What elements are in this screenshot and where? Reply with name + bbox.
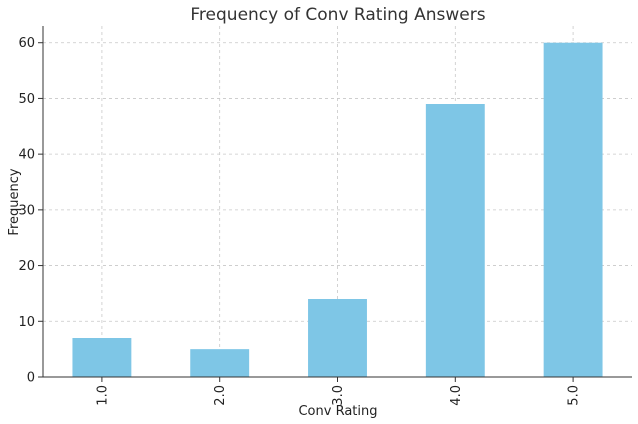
bars-layer (72, 42, 603, 377)
y-tick-label: 50 (18, 92, 35, 107)
x-tick-label: 4.0 (449, 385, 464, 406)
bar-5.0 (543, 42, 603, 377)
x-tick-label: 5.0 (567, 385, 582, 406)
y-tick-label: 60 (18, 36, 35, 51)
y-axis-label: Frequency (7, 168, 22, 235)
bar-3.0 (308, 299, 367, 377)
tick-labels-layer: 0 10 20 30 40 50 60 1.0 2.0 3.0 4.0 5.0 (18, 36, 581, 405)
y-tick-label: 10 (18, 315, 35, 330)
y-tick-label: 0 (27, 371, 35, 386)
bar-2.0 (190, 349, 250, 377)
x-tick-label: 1.0 (95, 385, 110, 406)
bar-1.0 (72, 338, 132, 377)
axes-layer (38, 26, 632, 382)
y-tick-label: 20 (18, 259, 35, 274)
chart-title: Frequency of Conv Rating Answers (190, 5, 485, 25)
x-axis-label: Conv Rating (298, 404, 377, 419)
x-tick-label: 3.0 (331, 385, 346, 406)
x-tick-label: 2.0 (213, 385, 228, 406)
y-tick-label: 40 (18, 148, 35, 163)
y-tick-label: 30 (18, 203, 35, 218)
bar-4.0 (425, 104, 485, 377)
